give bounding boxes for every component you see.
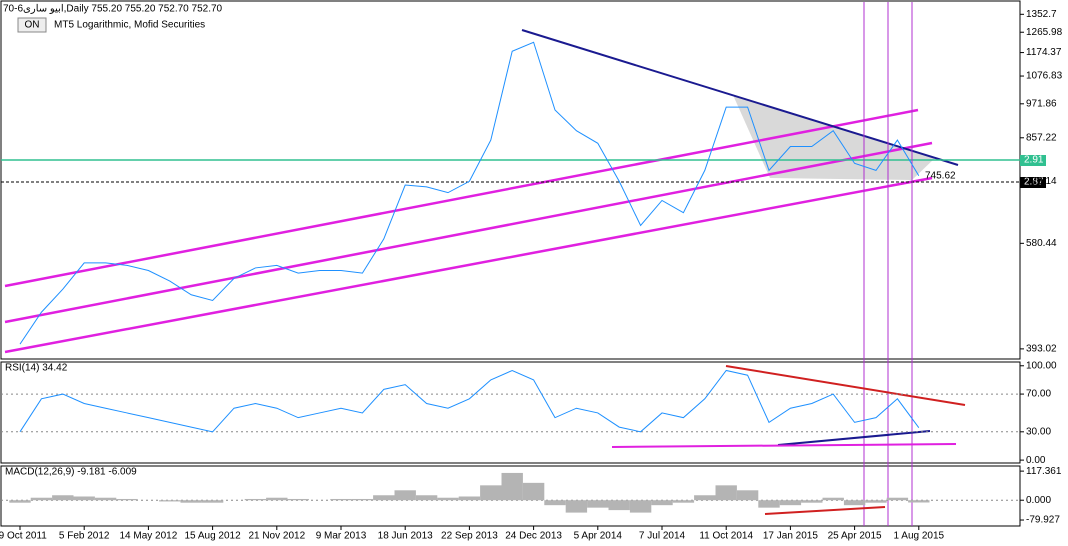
bar	[180, 500, 202, 503]
panel-title: MACD(12,26,9) -9.181 -6.009	[5, 467, 137, 478]
y-tick-label: 70.00	[1026, 389, 1051, 400]
green-level-label: 2.91	[1024, 155, 1044, 166]
last-price: 745.62	[925, 171, 956, 182]
x-tick-label: 5 Feb 2012	[59, 531, 110, 542]
y-tick-label: 1076.83	[1026, 71, 1063, 82]
bar	[266, 497, 288, 501]
y-tick-label: 0.00	[1026, 455, 1046, 466]
series-line	[19, 369, 920, 433]
bar	[394, 490, 416, 501]
x-tick-label: 14 May 2012	[119, 531, 177, 542]
bar	[886, 497, 909, 501]
y-tick-label: 393.02	[1026, 344, 1057, 355]
bar	[865, 500, 887, 503]
level-badge	[1020, 155, 1046, 166]
x-tick-label: 21 Nov 2012	[248, 531, 305, 542]
bar	[480, 485, 502, 501]
channel-lower	[4, 176, 933, 354]
y-tick-label: -79.927	[1026, 515, 1060, 526]
y-tick-label: 580.44	[1026, 238, 1057, 249]
y-tick-label: 117.361	[1026, 466, 1062, 477]
bar	[415, 495, 438, 501]
bar	[330, 498, 352, 501]
y-tick-label: 1265.98	[1026, 27, 1063, 38]
rsi-support	[611, 443, 957, 448]
bar	[159, 500, 181, 502]
y-tick-label: 857.22	[1026, 132, 1057, 143]
bar	[244, 498, 267, 501]
x-tick-label: 15 Aug 2012	[185, 531, 242, 542]
y-tick-label: 971.86	[1026, 98, 1057, 109]
rsi-frame	[0, 361, 1021, 464]
bar	[801, 500, 823, 503]
bar	[908, 500, 930, 503]
channel-middle	[4, 141, 933, 324]
bar	[544, 500, 566, 506]
x-tick-label: 7 Jul 2014	[639, 531, 686, 542]
macd-trend	[764, 506, 886, 515]
price-frame	[0, 0, 1021, 360]
bar	[843, 500, 866, 506]
bar	[351, 498, 374, 501]
bar	[822, 497, 844, 501]
bar	[694, 495, 716, 501]
bar	[73, 496, 95, 501]
bar	[116, 498, 138, 501]
bar	[437, 497, 459, 501]
bar	[501, 472, 523, 501]
bar	[715, 485, 737, 501]
bar	[373, 495, 395, 501]
bar	[651, 500, 673, 506]
channel-upper	[4, 108, 919, 288]
trend-line	[521, 29, 959, 166]
rsi-trend-bottom	[777, 430, 931, 446]
x-tick-label: 17 Jan 2015	[763, 531, 818, 542]
triangle-shade	[733, 95, 935, 180]
macd-frame	[0, 465, 1021, 527]
bar	[587, 500, 609, 508]
bar	[565, 500, 588, 513]
x-tick-label: 1 Aug 2015	[893, 531, 944, 542]
x-tick-label: 11 Oct 2014	[699, 531, 753, 542]
y-tick-label: 30.00	[1026, 426, 1051, 437]
x-tick-label: 18 Jun 2013	[378, 531, 433, 542]
y-tick-label: 729.14	[1026, 176, 1057, 187]
y-tick-label: 1174.37	[1026, 47, 1062, 58]
bar	[30, 497, 53, 501]
bar	[608, 500, 630, 511]
bar	[52, 495, 74, 501]
panel-title: RSI(14) 34.42	[5, 363, 68, 374]
x-tick-label: 22 Sep 2013	[441, 531, 498, 542]
series-line	[19, 41, 920, 345]
x-tick-label: 5 Apr 2014	[574, 531, 623, 542]
black-level-label: 2.87	[1024, 177, 1044, 188]
y-tick-label: 1352.7	[1026, 9, 1057, 20]
bar	[287, 498, 309, 501]
bar	[522, 482, 545, 501]
bar	[758, 500, 780, 508]
header-symbol: ابیو ساری6-70,Daily 755.20 755.20 752.70…	[3, 4, 223, 15]
x-tick-label: 29 Oct 2011	[0, 531, 47, 542]
x-tick-label: 24 Dec 2013	[505, 531, 562, 542]
on-button-label[interactable]: ON	[25, 20, 40, 31]
x-tick-label: 9 Mar 2013	[316, 531, 367, 542]
rsi-trend-top	[725, 365, 966, 406]
y-tick-label: 100.00	[1026, 360, 1057, 371]
on-button[interactable]	[17, 17, 47, 33]
bar	[672, 500, 695, 503]
level-badge	[1020, 177, 1046, 188]
bar	[201, 500, 224, 503]
bar	[629, 500, 652, 513]
bar	[94, 497, 117, 501]
bar	[779, 500, 802, 506]
y-tick-label: 0.000	[1026, 495, 1051, 506]
bar	[9, 500, 31, 503]
x-tick-label: 25 Apr 2015	[828, 531, 882, 542]
bar	[736, 490, 759, 501]
bar	[458, 496, 481, 501]
header-subtitle: MT5 Logarithmic, Mofid Securities	[54, 20, 205, 31]
